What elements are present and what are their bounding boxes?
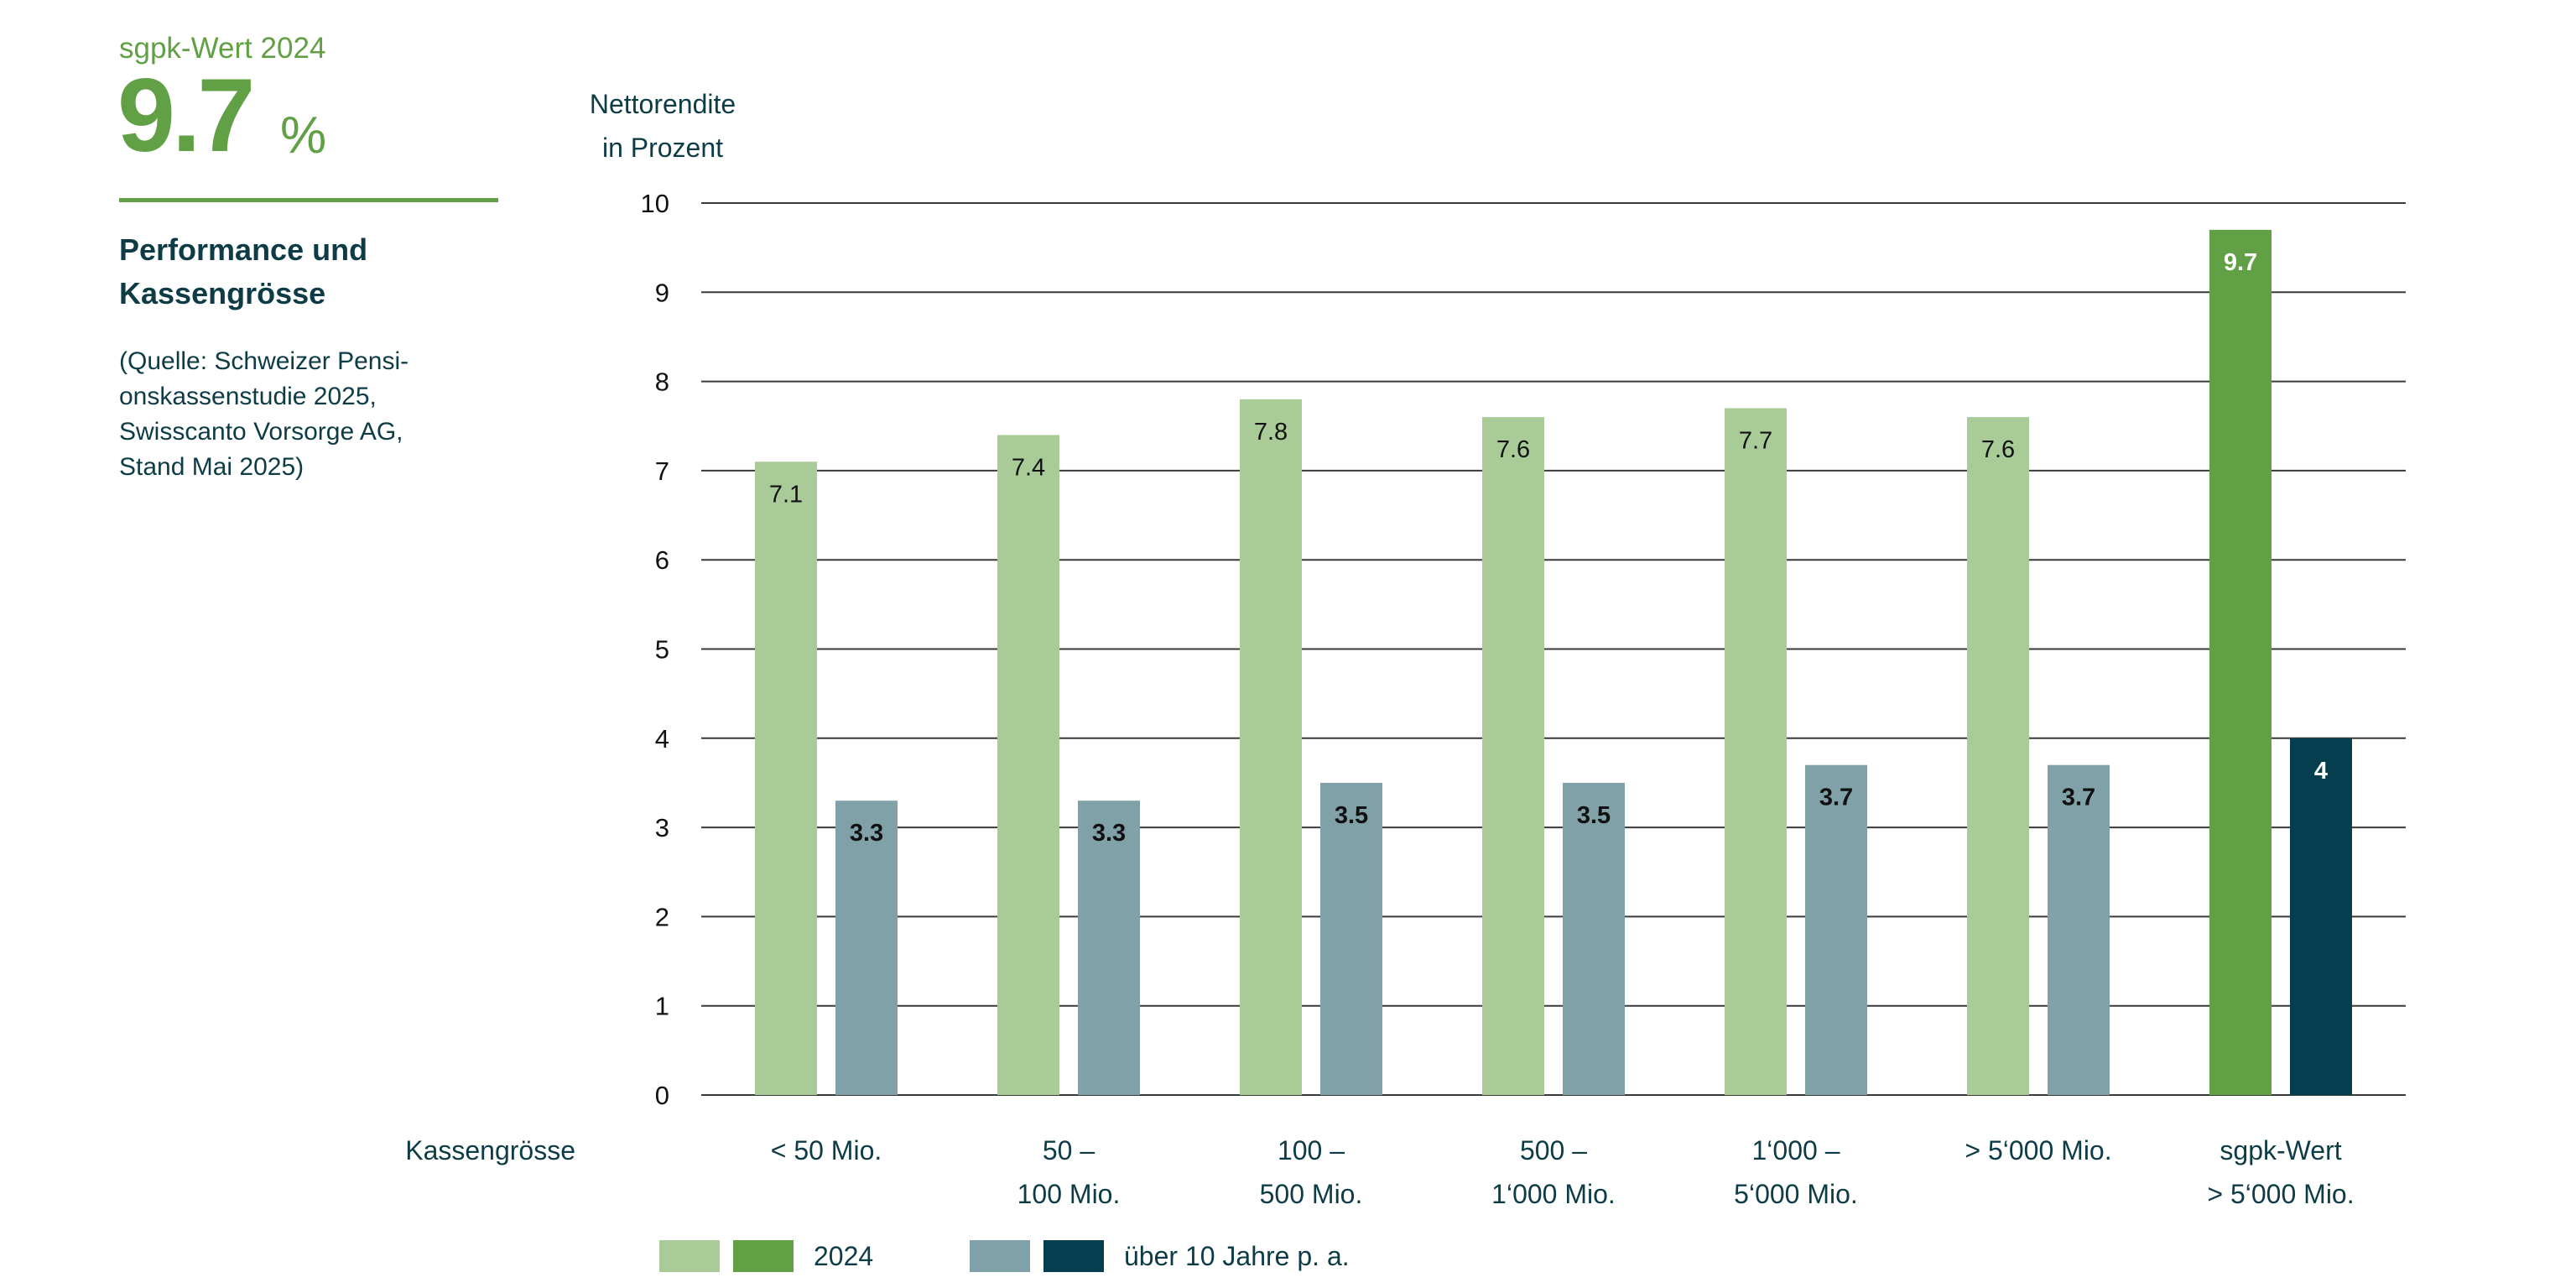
data-label: 3.5 — [1577, 802, 1611, 829]
data-label: 3.7 — [2062, 785, 2095, 811]
legend-swatch — [1043, 1240, 1104, 1272]
source-line: onskassenstudie 2025, — [119, 383, 377, 410]
x-tick-label: 50 – — [1043, 1135, 1095, 1165]
bar — [1482, 417, 1544, 1095]
bar — [1078, 800, 1140, 1095]
x-tick-label: 1‘000 Mio. — [1491, 1179, 1616, 1209]
data-label: 3.7 — [1819, 785, 1853, 811]
source-line: Swisscanto Vorsorge AG, — [119, 418, 403, 446]
x-tick-label: sgpk-Wert — [2220, 1135, 2341, 1165]
bar — [1725, 408, 1787, 1095]
data-label: 7.6 — [1981, 436, 2015, 463]
y-tick-label: 3 — [655, 813, 669, 842]
data-label: 4 — [2314, 758, 2328, 785]
x-tick-label: < 50 Mio. — [771, 1135, 882, 1165]
kpi-unit: % — [280, 107, 327, 164]
bar — [2209, 229, 2272, 1095]
kpi-divider — [119, 198, 498, 202]
y-tick-label: 9 — [655, 278, 669, 307]
bar — [1320, 782, 1382, 1095]
data-label: 9.7 — [2224, 249, 2257, 276]
y-tick-label: 7 — [655, 456, 669, 486]
bar — [1240, 399, 1302, 1095]
legend-label: über 10 Jahre p. a. — [1124, 1241, 1350, 1271]
bar — [1563, 782, 1625, 1095]
bar — [1967, 417, 2029, 1095]
x-tick-label: 500 Mio. — [1260, 1179, 1363, 1209]
x-tick-label: 100 – — [1278, 1135, 1345, 1165]
x-tick-label: 100 Mio. — [1017, 1179, 1121, 1209]
kpi-label: sgpk-Wert 2024 — [119, 32, 326, 65]
bar — [835, 800, 898, 1095]
section-title-line-2: Kassengrösse — [119, 276, 326, 310]
data-label: 3.3 — [1092, 820, 1126, 847]
x-tick-label: > 5‘000 Mio. — [1965, 1135, 2111, 1165]
data-label: 7.7 — [1739, 427, 1772, 454]
source-line: Stand Mai 2025) — [119, 453, 304, 481]
x-tick-label: 5‘000 Mio. — [1734, 1179, 1858, 1209]
data-label: 7.4 — [1012, 454, 1045, 481]
y-tick-label: 4 — [655, 724, 669, 754]
section-title-line-1: Performance und — [119, 232, 368, 267]
data-label: 3.3 — [850, 820, 883, 847]
source-note: (Quelle: Schweizer Pensi- onskassenstudi… — [119, 344, 488, 485]
source-line: (Quelle: Schweizer Pensi- — [119, 347, 409, 375]
data-label: 3.5 — [1335, 802, 1368, 829]
y-tick-label: 1 — [655, 992, 669, 1021]
y-tick-label: 6 — [655, 545, 669, 575]
bar — [2290, 738, 2352, 1095]
legend-swatch — [659, 1240, 720, 1272]
legend-swatch — [970, 1240, 1030, 1272]
x-tick-label: 500 – — [1520, 1135, 1587, 1165]
bar — [1805, 764, 1867, 1095]
y-tick-label: 0 — [655, 1081, 669, 1110]
data-label: 7.8 — [1254, 419, 1288, 446]
data-label: 7.1 — [769, 481, 803, 508]
y-tick-label: 2 — [655, 902, 669, 931]
x-tick-label: > 5‘000 Mio. — [2207, 1179, 2354, 1209]
bar — [997, 435, 1059, 1095]
y-axis-label: Nettorendite — [590, 89, 736, 119]
y-tick-label: 10 — [641, 189, 669, 218]
y-tick-label: 5 — [655, 635, 669, 665]
y-axis-label: in Prozent — [602, 133, 723, 163]
legend-swatch — [733, 1240, 794, 1272]
x-axis-label: Kassengrösse — [405, 1135, 575, 1165]
bar — [755, 461, 817, 1095]
data-label: 7.6 — [1496, 436, 1530, 463]
kpi-value: 9.7 — [117, 58, 255, 174]
legend-label: 2024 — [814, 1241, 873, 1271]
bar — [2048, 764, 2110, 1095]
section-title: Performance und Kassengrösse — [119, 228, 522, 315]
x-tick-label: 1‘000 – — [1752, 1135, 1840, 1165]
y-tick-label: 8 — [655, 368, 669, 397]
